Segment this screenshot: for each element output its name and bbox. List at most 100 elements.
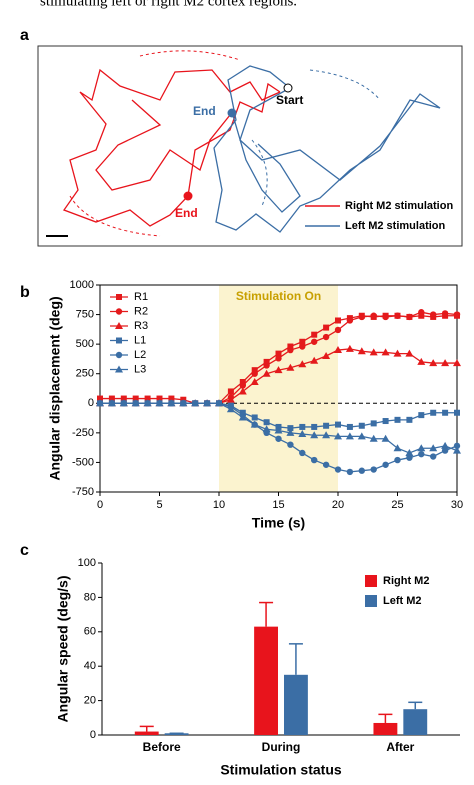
legend-swatch — [365, 575, 377, 587]
bar — [403, 709, 428, 735]
legend-label: L1 — [134, 334, 146, 346]
marker — [262, 425, 271, 433]
marker — [453, 446, 461, 454]
bar — [134, 731, 159, 735]
bar — [373, 722, 398, 735]
marker — [322, 431, 331, 439]
marker — [406, 416, 413, 423]
marker — [238, 413, 247, 421]
marker — [275, 355, 282, 362]
marker — [298, 430, 307, 438]
marker — [430, 453, 437, 460]
marker — [144, 395, 151, 402]
marker — [287, 441, 294, 448]
marker — [155, 399, 164, 407]
marker — [263, 362, 270, 369]
x-tick-label: 25 — [391, 499, 403, 511]
marker — [274, 426, 283, 434]
marker — [239, 382, 246, 389]
marker — [345, 432, 354, 440]
marker — [453, 359, 461, 367]
marker — [358, 422, 365, 429]
y-tick-label: 250 — [76, 368, 94, 380]
marker — [299, 449, 306, 457]
marker — [453, 442, 461, 450]
legend-label: R1 — [134, 291, 148, 303]
trajectory-frame — [37, 45, 463, 247]
marker — [203, 399, 212, 407]
right-trajectory — [62, 68, 281, 227]
marker — [334, 432, 342, 440]
marker — [311, 331, 318, 338]
marker — [405, 349, 414, 357]
marker — [96, 399, 104, 407]
y-tick-label: 500 — [76, 338, 94, 350]
direction-arrow — [69, 195, 161, 237]
bar — [254, 626, 278, 735]
marker — [115, 365, 123, 373]
marker — [346, 423, 353, 430]
marker — [393, 444, 402, 452]
legend-label: Left M2 — [383, 595, 422, 607]
marker — [311, 338, 318, 345]
marker — [405, 448, 414, 456]
marker — [310, 431, 319, 439]
marker — [274, 366, 283, 374]
marker — [115, 351, 123, 359]
marker — [250, 420, 259, 428]
y-tick-label: 40 — [84, 660, 96, 672]
legend-label: Left M2 stimulation — [345, 220, 446, 232]
y-axis-title: Angular speed (deg/s) — [55, 575, 71, 722]
end-marker — [227, 108, 237, 118]
marker — [346, 317, 354, 324]
marker — [226, 395, 235, 403]
marker — [191, 399, 200, 407]
marker — [251, 370, 258, 377]
end-label: End — [175, 206, 198, 220]
marker — [132, 395, 139, 402]
marker — [334, 346, 342, 354]
marker — [97, 395, 103, 402]
direction-arrow — [139, 50, 241, 61]
marker — [454, 409, 460, 416]
y-tick-label: 0 — [90, 729, 96, 741]
legend-swatch — [365, 595, 377, 607]
caption: stimulating left or right M2 cortex regi… — [40, 0, 297, 9]
marker — [429, 444, 438, 452]
x-tick-label: 0 — [97, 499, 103, 511]
marker — [262, 369, 271, 377]
marker — [143, 399, 152, 407]
marker — [394, 456, 401, 464]
direction-arrow — [309, 69, 381, 101]
marker — [382, 418, 389, 425]
marker — [275, 350, 282, 357]
marker — [239, 378, 246, 385]
marker — [287, 425, 294, 432]
marker — [322, 333, 330, 341]
marker — [335, 317, 341, 324]
marker — [119, 399, 128, 407]
marker — [381, 348, 390, 356]
x-tick-label: During — [262, 740, 301, 754]
marker — [417, 357, 426, 365]
marker — [299, 338, 306, 345]
marker — [382, 461, 389, 468]
marker — [418, 412, 425, 419]
x-tick-label: 20 — [332, 499, 344, 511]
marker — [358, 313, 365, 321]
marker — [394, 312, 401, 319]
y-tick-label: 1000 — [70, 279, 94, 291]
marker — [453, 311, 461, 318]
x-axis-title: Stimulation status — [220, 762, 342, 778]
marker — [382, 313, 389, 321]
marker — [299, 343, 306, 350]
marker — [418, 309, 425, 316]
marker — [251, 367, 258, 374]
marker — [275, 435, 282, 442]
start-label: Start — [276, 93, 303, 107]
marker — [108, 395, 115, 402]
marker — [167, 399, 176, 407]
annotation: Stimulation On — [236, 289, 321, 303]
marker — [179, 399, 188, 407]
